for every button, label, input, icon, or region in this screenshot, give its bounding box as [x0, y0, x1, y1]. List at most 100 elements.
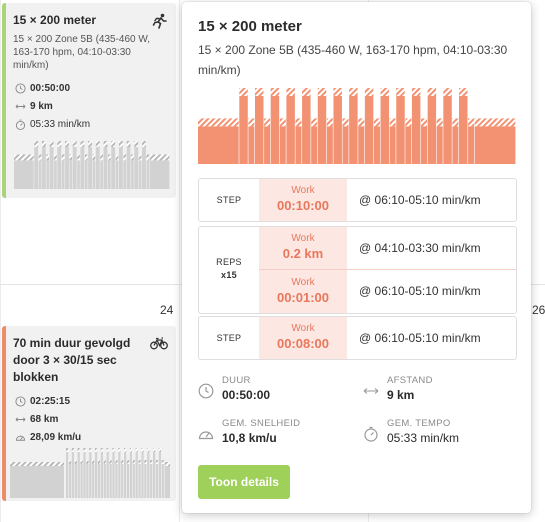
interval-bar-cap — [95, 448, 98, 452]
work-interval-bar-cap — [396, 88, 405, 96]
work-interval-bar — [41, 147, 46, 189]
speedometer-icon — [15, 435, 26, 441]
interval-bar-cap — [144, 460, 147, 464]
work-interval-bar-cap — [286, 88, 295, 96]
interval-bar-cap — [112, 448, 115, 452]
low-intensity-bar-cap — [92, 154, 96, 161]
cooldown-block-cap — [164, 462, 170, 466]
interval-bar-cap — [68, 460, 72, 464]
low-intensity-bar — [46, 160, 50, 189]
interval-bar-cap — [161, 460, 164, 464]
running-icon — [152, 13, 167, 29]
low-intensity-bar-cap — [131, 154, 134, 161]
interval-bar-cap — [106, 448, 109, 452]
work-interval-bar-cap — [142, 141, 146, 147]
low-intensity-bar-cap — [342, 118, 349, 127]
interval-bar — [135, 452, 138, 498]
work-interval-bar-cap — [459, 88, 468, 96]
work-interval-bar — [254, 96, 264, 164]
work-interval-bar — [118, 147, 123, 189]
low-intensity-bar — [54, 160, 57, 189]
segment-target: @ 06:10-05:10 min/km — [359, 331, 481, 345]
low-intensity-bar — [115, 160, 119, 189]
low-intensity-bar-cap — [138, 154, 142, 161]
work-interval-bar-cap — [239, 88, 248, 96]
work-interval-bar — [459, 96, 468, 164]
workout-intensity-chart — [198, 88, 516, 164]
interval-bar-cap — [118, 448, 121, 452]
interval-bar-cap — [97, 460, 101, 464]
segment-work-cell: Work 00:08:00 — [259, 317, 347, 359]
low-intensity-bar — [14, 160, 34, 189]
low-intensity-bar — [264, 126, 271, 164]
low-intensity-bar-cap — [61, 154, 65, 161]
work-interval-bar — [364, 96, 374, 164]
work-value: 00:01:00 — [276, 290, 330, 305]
metric-value: 00:50:00 — [222, 388, 271, 402]
work-interval-bar-cap — [380, 88, 390, 96]
low-intensity-bar-cap — [452, 118, 459, 127]
work-interval-bar — [396, 96, 405, 164]
interval-bar — [138, 464, 141, 498]
segment-work-cell: Work 00:01:00 — [259, 270, 347, 313]
work-interval-bar — [239, 96, 248, 164]
work-interval-bar-cap — [427, 88, 437, 96]
card-stat-duration: 00:50:00 — [15, 83, 70, 94]
work-interval-bar-cap — [349, 88, 358, 96]
work-interval-bar-cap — [95, 141, 100, 147]
workout-detail-popover: 15 × 200 meter 15 × 200 Zone 5B (435-460… — [182, 2, 531, 513]
interval-bar-cap — [100, 448, 103, 452]
low-intensity-bar — [69, 160, 73, 189]
interval-bar — [155, 464, 159, 498]
workout-card-cycling[interactable]: 70 min duur gevolgd door 3 × 30/15 sec b… — [2, 326, 176, 501]
work-value: 00:08:00 — [276, 336, 330, 351]
work-interval-bar-cap — [317, 88, 327, 96]
work-interval-bar-cap — [111, 141, 116, 147]
interval-bar-cap — [83, 448, 86, 452]
interval-bar-cap — [71, 448, 74, 452]
speedometer-icon — [198, 431, 214, 440]
low-intensity-bar-cap — [38, 154, 42, 161]
distance-arrows-icon — [363, 388, 379, 394]
stat-value: 00:50:00 — [30, 83, 71, 94]
interval-bar — [109, 464, 112, 498]
interval-bar-cap — [86, 460, 89, 464]
day-number: 26 — [532, 303, 545, 317]
work-interval-bar-cap — [103, 141, 108, 147]
interval-bar — [150, 464, 153, 498]
work-interval-bar-cap — [443, 88, 452, 96]
interval-bar-cap — [115, 460, 118, 464]
show-details-button[interactable]: Toon details — [198, 465, 290, 499]
stat-value: 9 km — [30, 101, 53, 112]
day-number: 24 — [160, 303, 174, 317]
low-intensity-bar-cap — [264, 118, 271, 127]
low-intensity-bar-cap — [115, 154, 119, 161]
reps-row-divider — [259, 269, 516, 270]
interval-bar — [74, 464, 77, 498]
workout-card-running[interactable]: 15 × 200 meter 15 × 200 Zone 5B (435-460… — [2, 3, 176, 198]
low-intensity-bar-cap — [474, 118, 516, 127]
interval-bar — [80, 464, 83, 498]
work-interval-bar — [411, 96, 421, 164]
interval-bar — [126, 464, 130, 498]
interval-bar — [124, 452, 127, 498]
calendar-grid-line — [0, 0, 1, 522]
interval-bar — [92, 464, 95, 498]
stat-value: 28,09 km/u — [30, 432, 82, 443]
low-intensity-bar-cap — [326, 118, 333, 127]
bicycle-icon — [150, 337, 168, 350]
stat-value: 02:25:15 — [30, 396, 71, 407]
interval-bar-cap — [158, 448, 161, 452]
work-interval-bar-cap — [57, 141, 62, 147]
interval-bar-cap — [155, 460, 159, 464]
metric-label: DUUR — [222, 375, 251, 386]
interval-bar — [95, 452, 98, 498]
popover-description: 15 × 200 Zone 5B (435-460 W, 163-170 hpm… — [198, 43, 508, 77]
metric-value: 9 km — [387, 388, 415, 402]
interval-bar — [112, 452, 115, 498]
low-intensity-bar — [326, 126, 333, 164]
interval-bar-cap — [121, 460, 124, 464]
work-interval-bar-cap — [134, 141, 139, 147]
work-interval-bar — [34, 147, 39, 189]
interval-bar — [106, 452, 109, 498]
